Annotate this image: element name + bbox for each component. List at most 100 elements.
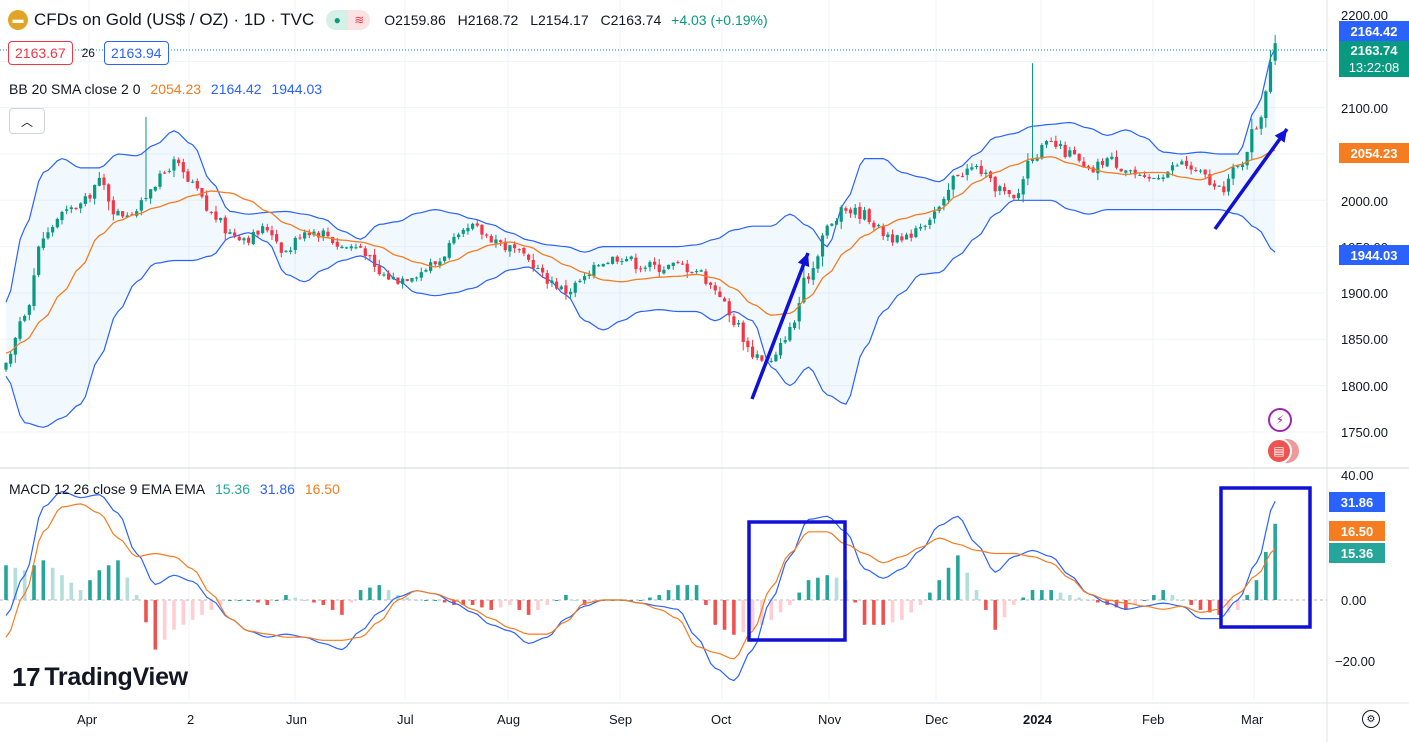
annotation-arrow [750,252,810,400]
candle-body [158,173,162,187]
candle-body [755,354,759,358]
ask-button[interactable]: 2163.94 [103,41,169,65]
candle-body [946,189,951,201]
candle-body [438,261,442,266]
macd-histogram-bar [4,565,8,600]
macd-histogram-bar [470,600,475,605]
macd-histogram-bar [321,600,326,605]
macd-histogram-bar [508,600,512,605]
macd-legend[interactable]: MACD 12 26 close 9 EMA EMA 15.36 31.86 1… [9,481,346,497]
candle-body [680,263,685,265]
candle-body [676,261,680,263]
candle-body [1035,157,1039,161]
candle-body [606,262,610,265]
macd-histogram-bar [1021,597,1025,600]
candle-body [727,301,731,316]
candle-body [433,261,437,265]
tv-mark-icon: 17 [12,662,41,692]
candle-body [932,211,937,219]
candle-body [149,189,153,199]
candle-body [536,268,540,270]
candle-body [895,235,899,243]
candle-body [886,234,890,238]
bb-legend[interactable]: BB 20 SMA close 2 0 2054.23 2164.42 1944… [9,81,328,97]
market-status[interactable]: ● ≋ [326,10,371,30]
candle-body [419,272,423,278]
collapse-legend-button[interactable]: ︿ [9,108,45,134]
candle-body [9,353,13,364]
gear-icon[interactable]: ⚙ [1362,710,1380,728]
candle-body [107,184,111,202]
macd-histogram-bar [1189,600,1193,605]
candle-body [862,210,867,220]
time-tick: Mar [1241,712,1264,727]
candle-body [55,218,59,228]
price-tick: 1850.00 [1341,332,1388,347]
candle-body [195,181,199,189]
high-value: H2168.72 [457,12,519,28]
candle-body [568,291,573,295]
candle-body [1250,129,1254,153]
macd-histogram-bar [1273,523,1277,600]
lightning-icon[interactable]: ⚡ [1268,408,1292,432]
macd-histogram-bar [974,590,979,600]
candle-body [816,256,820,269]
candle-body [270,230,274,236]
price-tick: 2200.00 [1341,8,1388,23]
macd-histogram-bar [134,595,139,600]
candle-body [354,247,358,249]
candle-body [335,241,339,247]
candle-body [37,246,41,276]
gold-bars-icon: ▬ [8,10,28,30]
hist-price-label: 15.36 [1329,543,1385,563]
candle-body [559,286,563,290]
candle-body [512,244,517,249]
candle-body [788,326,792,341]
macd-histogram-bar [956,555,960,600]
macd-histogram-bar [825,575,830,600]
candle-body [1002,187,1007,192]
candle-body [909,233,913,238]
candle-body [405,279,409,281]
time-tick: Jul [397,712,414,727]
candle-body [466,227,470,232]
macd-histogram-bar [1198,600,1203,610]
macd-histogram-bar [564,595,568,600]
macd-histogram-bar [172,600,176,630]
candle-body [144,198,148,200]
candle-body [517,249,521,251]
macd-histogram-bar [498,600,503,608]
candle-body [960,176,965,178]
bid-button[interactable]: 2163.67 [8,41,73,65]
candle-body [643,267,647,269]
candle-body [97,177,101,186]
candle-body [1161,177,1165,179]
candle-body [219,218,223,221]
symbol-legend[interactable]: ▬ CFDs on Gold (US$ / OZ) · 1D · TVC ● ≋… [8,8,768,32]
candle-body [18,321,22,339]
candle-body [1147,176,1151,179]
candle-body [554,281,559,289]
us-flag-events-icon[interactable]: ▤ [1266,438,1292,464]
symbol-title[interactable]: CFDs on Gold (US$ / OZ) · 1D · TVC [34,10,315,29]
macd-histogram-bar [1170,595,1175,600]
macd-histogram-bar [1096,600,1100,603]
macd-line-value: 31.86 [259,481,295,497]
candle-body [741,322,745,342]
candle-body [951,175,955,190]
candle-body [177,159,181,164]
annotation-arrow-head [1274,129,1287,143]
candle-body [587,274,591,277]
candle-body [256,230,260,235]
candle-body [303,232,307,239]
macd-histogram-bar [1236,600,1240,610]
candle-body [853,207,857,215]
candle-body [1077,153,1081,161]
candle-body [167,170,171,172]
bb-lower-price-label: 1944.03 [1339,245,1409,265]
candle-body [261,226,265,234]
time-tick: Sep [609,712,633,727]
candle-body [1054,140,1058,147]
macd-histogram-bar [1114,600,1119,608]
